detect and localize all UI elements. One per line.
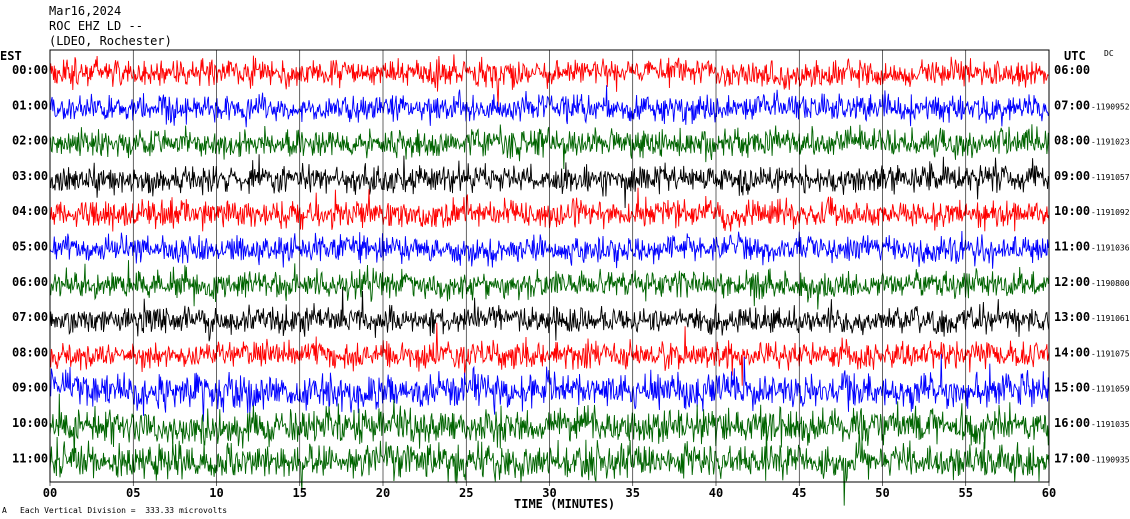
x-tick-label: 25 [459,486,473,500]
x-tick-label: 30 [542,486,556,500]
est-hour-label: 07:00 [12,310,48,324]
dc-label: DC [1104,49,1114,58]
est-hour-label: 04:00 [12,204,48,218]
utc-hour-label: 15:00 [1054,381,1090,395]
dc-offset-label: -1191061 [1091,314,1130,323]
x-tick-label: 15 [293,486,307,500]
est-hour-label: 02:00 [12,134,48,148]
x-tick-label: 50 [875,486,889,500]
utc-hour-label: 13:00 [1054,310,1090,324]
est-hour-label: 03:00 [12,169,48,183]
est-hour-label: 01:00 [12,98,48,112]
est-hour-label: 11:00 [12,451,48,465]
utc-hour-label: 09:00 [1054,169,1090,183]
utc-axis-label: UTC [1064,49,1086,63]
date-label: Mar16,2024 [49,4,122,18]
est-hour-label: 00:00 [12,63,48,77]
dc-offset-label: -1191075 [1091,349,1130,358]
utc-hour-label: 07:00 [1054,98,1090,112]
est-axis-label: EST [0,49,22,63]
dc-offset-label: -1191057 [1091,173,1130,182]
dc-offset-label: -1190952 [1091,102,1130,111]
utc-hour-label: 06:00 [1054,63,1090,77]
est-hour-label: 09:00 [12,381,48,395]
dc-offset-label: -1191023 [1091,138,1130,147]
utc-hour-label: 17:00 [1054,451,1090,465]
scale-note: Each Vertical Division = 333.33 microvol… [20,506,228,515]
dc-offset-label: -1191059 [1091,385,1130,394]
utc-hour-label: 11:00 [1054,240,1090,254]
est-hour-label: 06:00 [12,275,48,289]
est-hour-label: 10:00 [12,416,48,430]
x-tick-label: 40 [709,486,723,500]
utc-hour-label: 08:00 [1054,134,1090,148]
x-tick-label: 55 [959,486,973,500]
dc-offset-label: -1190935 [1091,455,1130,464]
x-tick-label: 05 [126,486,140,500]
utc-hour-label: 12:00 [1054,275,1090,289]
x-tick-label: 45 [792,486,806,500]
x-tick-label: 35 [626,486,640,500]
x-tick-label: 00 [43,486,57,500]
x-axis-title: TIME (MINUTES) [514,497,616,511]
utc-hour-label: 14:00 [1054,345,1090,359]
x-tick-label: 10 [209,486,223,500]
station-label: ROC EHZ LD -- [49,19,143,33]
utc-hour-label: 10:00 [1054,204,1090,218]
utc-hour-label: 16:00 [1054,416,1090,430]
x-tick-label: 20 [376,486,390,500]
dc-offset-label: -1191092 [1091,208,1130,217]
network-label: (LDEO, Rochester) [49,34,172,48]
dc-offset-label: -1191035 [1091,420,1130,429]
dc-offset-label: -1190800 [1091,279,1130,288]
x-ticks: 00 05 10 15 20 25 30 35 40 45 50 55 60 [43,50,1056,500]
corner-mark: A [2,506,7,515]
est-hour-label: 05:00 [12,240,48,254]
dc-offset-label: -1191036 [1091,244,1130,253]
est-hour-label: 08:00 [12,345,48,359]
x-tick-label: 60 [1042,486,1056,500]
